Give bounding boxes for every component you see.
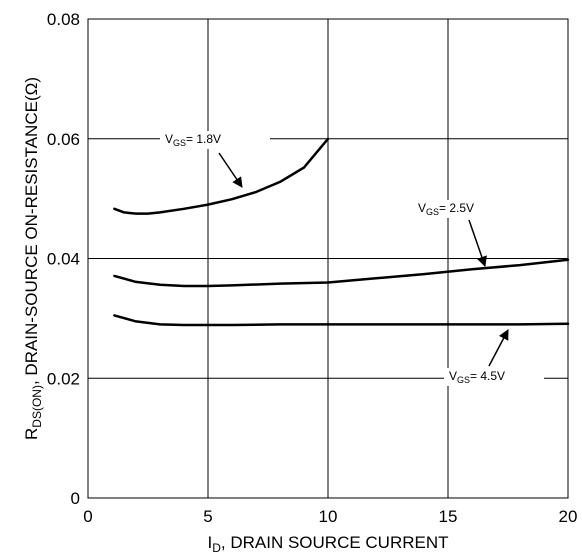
grid-lines: [87, 18, 569, 499]
annotation-bg: [413, 200, 513, 218]
x-tick-labels: 0 5 10 15 20: [83, 507, 577, 526]
annotation-bg: [444, 368, 544, 386]
y-tick-label: 0: [71, 489, 80, 508]
x-tick-label: 15: [439, 507, 458, 526]
y-tick-label: 0.04: [47, 250, 80, 269]
y-tick-label: 0.06: [47, 130, 80, 149]
plot-frame: [87, 18, 569, 499]
series-group: [113, 137, 570, 327]
series-label-1: VGS= 1.8V: [165, 132, 221, 148]
x-tick-label: 0: [83, 507, 92, 526]
y-tick-label: 0.08: [47, 10, 80, 29]
x-tick-label: 10: [319, 507, 338, 526]
y-tick-label: 0.02: [47, 369, 80, 388]
series-line-3: [113, 314, 570, 327]
annotations: VGS= 1.8V VGS= 2.5V VGS= 4.5V: [160, 131, 544, 386]
x-axis-title: ID, DRAIN SOURCE CURRENT: [207, 533, 448, 555]
y-tick-labels: 0 0.02 0.04 0.06 0.08: [47, 10, 80, 508]
annotation-arrow: [488, 329, 509, 367]
y-axis-title: RDS(ON), DRAIN-SOURCE ON-RESISTANCE(Ω): [22, 77, 44, 440]
series-label-2: VGS= 2.5V: [418, 201, 474, 217]
series-line-2: [113, 258, 570, 288]
annotation-arrow: [468, 219, 487, 267]
x-tick-label: 5: [203, 507, 212, 526]
series-label-3: VGS= 4.5V: [449, 369, 505, 385]
x-tick-label: 20: [559, 507, 578, 526]
annotation-arrow: [218, 152, 243, 188]
annotation-bg: [160, 131, 270, 149]
series-line-1: [113, 137, 330, 215]
